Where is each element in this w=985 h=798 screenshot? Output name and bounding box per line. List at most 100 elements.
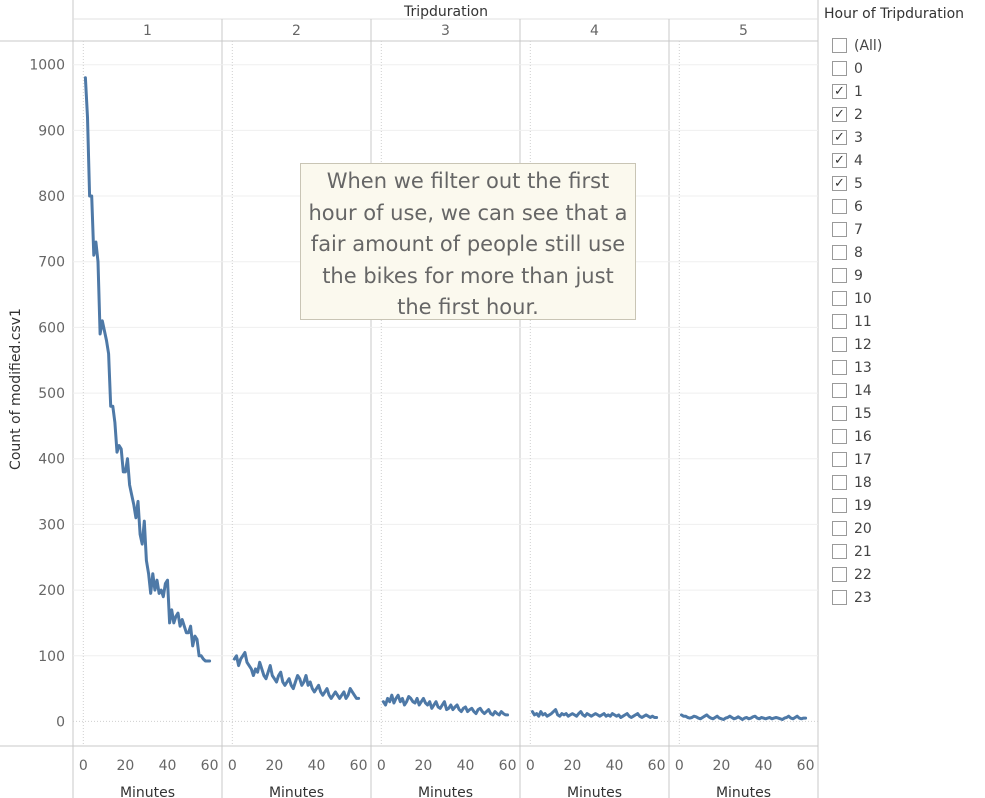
- legend-item-label: 11: [854, 313, 872, 330]
- checkbox-unchecked-icon[interactable]: [832, 590, 847, 605]
- checkbox-unchecked-icon[interactable]: [832, 498, 847, 513]
- checkbox-unchecked-icon[interactable]: [832, 383, 847, 398]
- legend-item[interactable]: 20: [824, 517, 985, 540]
- checkbox-unchecked-icon[interactable]: [832, 429, 847, 444]
- legend-item-label: 21: [854, 543, 872, 560]
- legend-title: Hour of Tripduration: [824, 6, 965, 22]
- y-tick-label: 100: [38, 649, 65, 665]
- checkbox-unchecked-icon[interactable]: [832, 544, 847, 559]
- legend-item[interactable]: 10: [824, 287, 985, 310]
- grid-lines: [73, 64, 818, 722]
- x-tick-label: 20: [265, 758, 283, 774]
- legend-items: (All) 0 ✓ 1 ✓ 2 ✓ 3 ✓ 4 ✓ 5 6 7 8 9 10 11 12 13 14 15 16 17 18 19…: [824, 34, 985, 609]
- legend-item[interactable]: 16: [824, 425, 985, 448]
- legend-item[interactable]: 7: [824, 218, 985, 241]
- y-axis-title: Count of modified.csv1: [8, 308, 24, 470]
- legend-item-label: 22: [854, 566, 872, 583]
- legend-item-label: 19: [854, 497, 872, 514]
- checkbox-unchecked-icon[interactable]: [832, 38, 847, 53]
- x-axis-title: Minutes: [418, 785, 473, 798]
- legend-item[interactable]: ✓ 3: [824, 126, 985, 149]
- legend-item[interactable]: 8: [824, 241, 985, 264]
- x-tick-label: 0: [79, 758, 88, 774]
- legend-item-label: 5: [854, 175, 863, 192]
- legend-item-label: 1: [854, 83, 863, 100]
- legend-item[interactable]: 19: [824, 494, 985, 517]
- legend-item-label: 3: [854, 129, 863, 146]
- checkbox-unchecked-icon[interactable]: [832, 268, 847, 283]
- legend-item-label: 0: [854, 60, 863, 77]
- legend-item-label: 20: [854, 520, 872, 537]
- annotation-line: the first hour.: [397, 295, 539, 319]
- checkbox-unchecked-icon[interactable]: [832, 521, 847, 536]
- x-tick-label: 0: [377, 758, 386, 774]
- legend-item-label: 23: [854, 589, 872, 606]
- legend-item[interactable]: 22: [824, 563, 985, 586]
- legend-item[interactable]: ✓ 4: [824, 149, 985, 172]
- annotation-box: When we filter out the first hour of use…: [300, 163, 636, 320]
- checkbox-unchecked-icon[interactable]: [832, 406, 847, 421]
- x-tick-label: 20: [563, 758, 581, 774]
- legend-item[interactable]: ✓ 5: [824, 172, 985, 195]
- checkbox-checked-icon[interactable]: ✓: [832, 176, 847, 191]
- annotation-line: hour of use, we can see that a: [308, 200, 628, 225]
- annotation-line: When we filter out the first: [326, 169, 610, 193]
- checkbox-unchecked-icon[interactable]: [832, 452, 847, 467]
- checkbox-unchecked-icon[interactable]: [832, 291, 847, 306]
- x-tick-label: 60: [499, 758, 517, 774]
- series-line-5: [679, 713, 808, 721]
- legend-item[interactable]: 15: [824, 402, 985, 425]
- legend-item[interactable]: 23: [824, 586, 985, 609]
- legend-item-label: 6: [854, 198, 863, 215]
- checkbox-unchecked-icon[interactable]: [832, 337, 847, 352]
- checkbox-unchecked-icon[interactable]: [832, 245, 847, 260]
- legend-item[interactable]: 18: [824, 471, 985, 494]
- x-tick-label: 40: [308, 758, 326, 774]
- checkbox-checked-icon[interactable]: ✓: [832, 130, 847, 145]
- legend-item-label: 2: [854, 106, 863, 123]
- checkbox-checked-icon[interactable]: ✓: [832, 107, 847, 122]
- checkbox-unchecked-icon[interactable]: [832, 475, 847, 490]
- legend-item[interactable]: 13: [824, 356, 985, 379]
- y-tick-label: 800: [38, 189, 65, 205]
- checkbox-unchecked-icon[interactable]: [832, 222, 847, 237]
- filter-legend: Hour of Tripduration (All) 0 ✓ 1 ✓ 2 ✓ 3 ✓ 4 ✓ 5 6 7 8…: [824, 4, 985, 609]
- legend-item[interactable]: (All): [824, 34, 985, 57]
- x-axis-title: Minutes: [567, 785, 622, 798]
- checkbox-checked-icon[interactable]: ✓: [832, 84, 847, 99]
- legend-item[interactable]: 14: [824, 379, 985, 402]
- legend-item-label: 9: [854, 267, 863, 284]
- chart-title: Tripduration: [403, 4, 488, 20]
- x-tick-label: 40: [159, 758, 177, 774]
- x-axis-title: Minutes: [716, 785, 771, 798]
- legend-item-label: 7: [854, 221, 863, 238]
- legend-item-label: 15: [854, 405, 872, 422]
- panel-header-label: 5: [739, 23, 748, 39]
- legend-item[interactable]: 9: [824, 264, 985, 287]
- legend-item[interactable]: 11: [824, 310, 985, 333]
- y-tick-label: 400: [38, 452, 65, 468]
- series-line-2: [232, 651, 361, 700]
- legend-item[interactable]: ✓ 2: [824, 103, 985, 126]
- legend-item[interactable]: 0: [824, 57, 985, 80]
- checkbox-checked-icon[interactable]: ✓: [832, 153, 847, 168]
- legend-item[interactable]: 12: [824, 333, 985, 356]
- x-tick-label: 20: [712, 758, 730, 774]
- legend-item[interactable]: 21: [824, 540, 985, 563]
- x-tick-label: 0: [228, 758, 237, 774]
- x-tick-label: 60: [350, 758, 368, 774]
- checkbox-unchecked-icon[interactable]: [832, 360, 847, 375]
- legend-item[interactable]: ✓ 1: [824, 80, 985, 103]
- checkbox-unchecked-icon[interactable]: [832, 314, 847, 329]
- series-line-4: [530, 708, 659, 719]
- legend-item[interactable]: 17: [824, 448, 985, 471]
- checkbox-unchecked-icon[interactable]: [832, 199, 847, 214]
- y-tick-label: 900: [38, 123, 65, 139]
- checkbox-unchecked-icon[interactable]: [832, 61, 847, 76]
- legend-item[interactable]: 6: [824, 195, 985, 218]
- y-tick-label: 200: [38, 583, 65, 599]
- y-tick-label: 600: [38, 320, 65, 336]
- checkbox-unchecked-icon[interactable]: [832, 567, 847, 582]
